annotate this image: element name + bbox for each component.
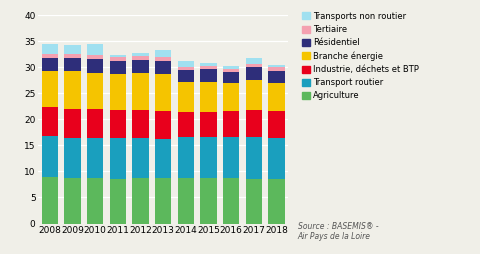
Bar: [132, 60, 149, 73]
Bar: [223, 69, 240, 72]
Bar: [155, 57, 171, 61]
Bar: [246, 80, 262, 110]
Bar: [246, 67, 262, 80]
Bar: [132, 73, 149, 110]
Bar: [132, 178, 149, 224]
Bar: [201, 137, 217, 178]
Bar: [42, 107, 58, 136]
Bar: [201, 178, 217, 224]
Bar: [268, 71, 285, 83]
Bar: [155, 74, 171, 110]
Bar: [246, 137, 262, 179]
Bar: [223, 72, 240, 84]
Bar: [155, 178, 171, 224]
Bar: [223, 178, 240, 224]
Bar: [268, 83, 285, 111]
Bar: [178, 137, 194, 178]
Bar: [109, 55, 126, 57]
Bar: [87, 59, 103, 73]
Bar: [64, 178, 81, 224]
Bar: [178, 67, 194, 70]
Bar: [201, 66, 217, 69]
Bar: [268, 111, 285, 138]
Bar: [87, 73, 103, 109]
Text: Source : BASEMIS® -
Air Pays de la Loire: Source : BASEMIS® - Air Pays de la Loire: [298, 222, 378, 241]
Bar: [87, 178, 103, 224]
Bar: [109, 57, 126, 61]
Bar: [64, 71, 81, 109]
Bar: [178, 112, 194, 137]
Bar: [155, 50, 171, 57]
Bar: [178, 178, 194, 224]
Bar: [223, 137, 240, 178]
Bar: [132, 56, 149, 60]
Bar: [268, 67, 285, 71]
Bar: [109, 74, 126, 110]
Bar: [268, 138, 285, 179]
Bar: [64, 45, 81, 54]
Bar: [42, 177, 58, 224]
Bar: [223, 110, 240, 137]
Legend: Transports non routier, Tertiaire, Résidentiel, Branche énergie, Industrie, déch: Transports non routier, Tertiaire, Résid…: [302, 12, 420, 100]
Bar: [246, 64, 262, 67]
Bar: [155, 61, 171, 74]
Bar: [42, 44, 58, 54]
Bar: [87, 44, 103, 55]
Bar: [201, 63, 217, 66]
Bar: [132, 138, 149, 178]
Bar: [132, 53, 149, 56]
Bar: [201, 112, 217, 137]
Bar: [178, 82, 194, 112]
Bar: [42, 71, 58, 107]
Bar: [201, 82, 217, 112]
Bar: [246, 179, 262, 224]
Bar: [109, 110, 126, 138]
Bar: [87, 55, 103, 59]
Bar: [268, 179, 285, 224]
Bar: [155, 110, 171, 139]
Bar: [64, 58, 81, 71]
Bar: [223, 66, 240, 69]
Bar: [201, 69, 217, 82]
Bar: [87, 138, 103, 178]
Bar: [42, 54, 58, 58]
Bar: [223, 84, 240, 110]
Bar: [246, 110, 262, 137]
Bar: [132, 110, 149, 138]
Bar: [178, 70, 194, 82]
Bar: [109, 61, 126, 74]
Bar: [64, 109, 81, 138]
Bar: [64, 138, 81, 178]
Bar: [155, 139, 171, 178]
Bar: [268, 65, 285, 67]
Bar: [42, 136, 58, 177]
Bar: [109, 179, 126, 224]
Bar: [109, 138, 126, 179]
Bar: [178, 60, 194, 67]
Bar: [42, 58, 58, 71]
Bar: [246, 58, 262, 64]
Bar: [87, 109, 103, 138]
Bar: [64, 54, 81, 58]
